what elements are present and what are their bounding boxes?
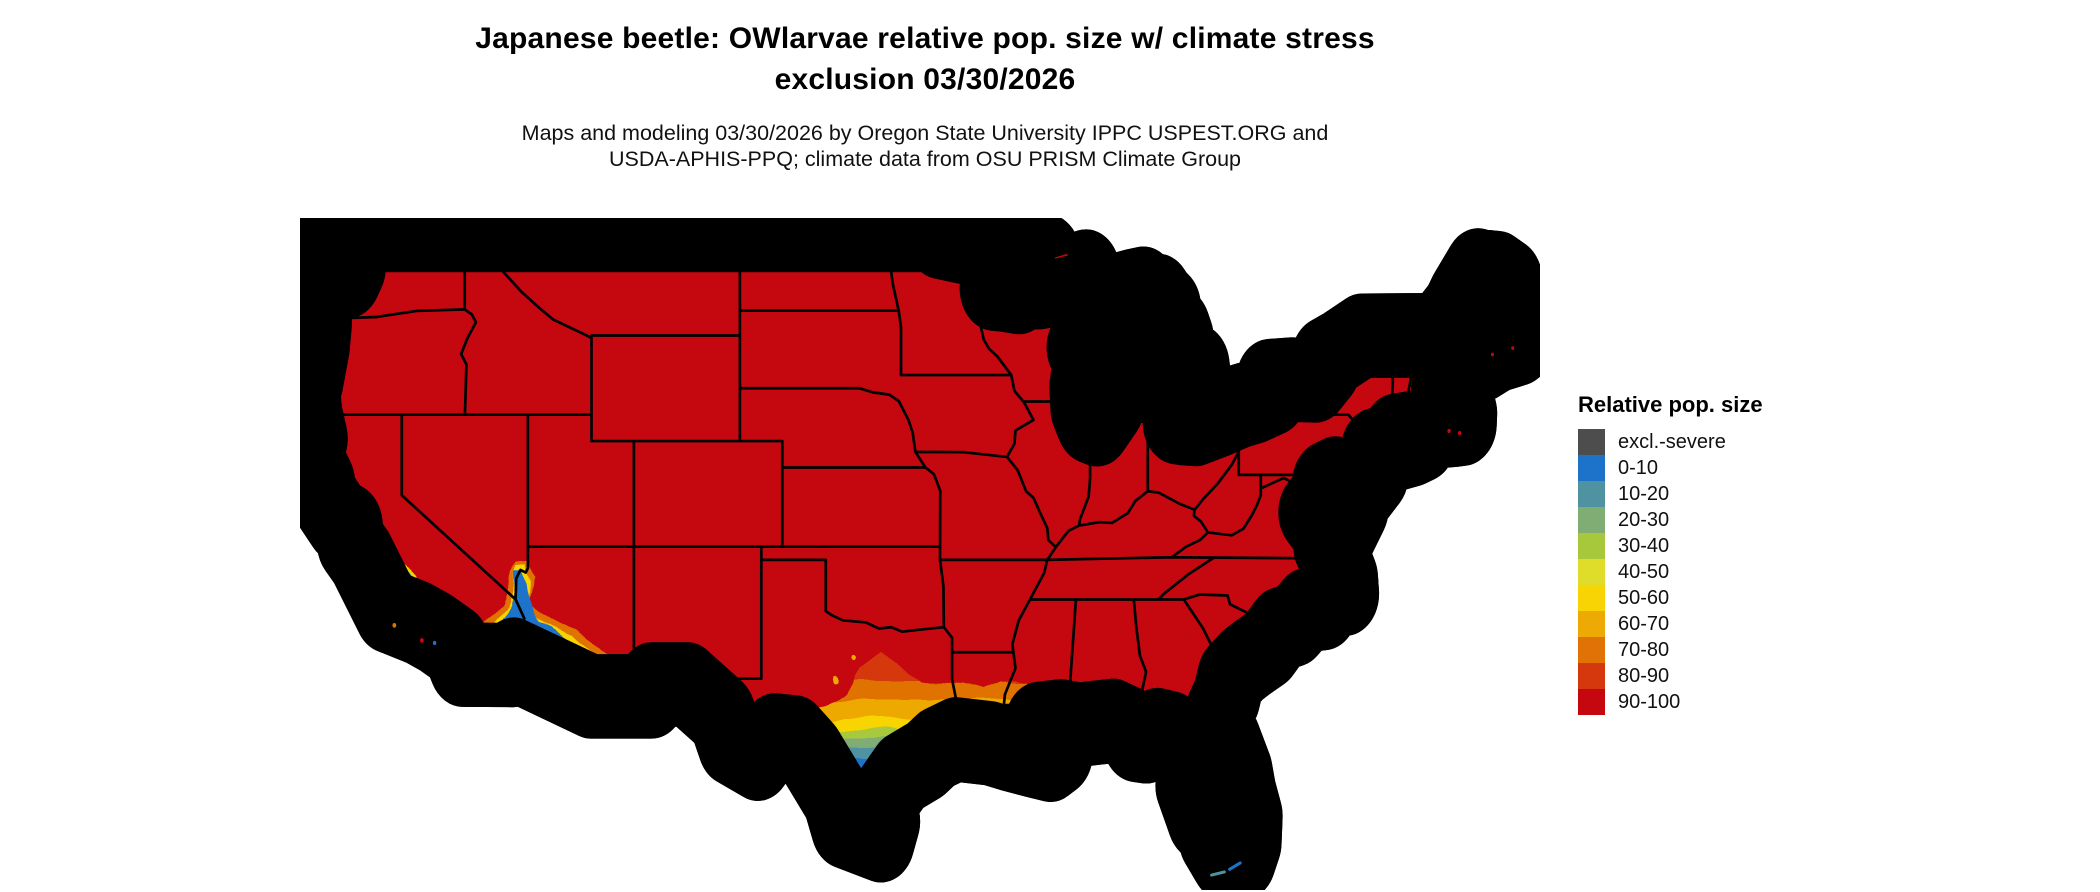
legend-swatch bbox=[1578, 559, 1605, 585]
legend-label: 70-80 bbox=[1618, 639, 1670, 661]
legend-row: 50-60 bbox=[1578, 585, 1818, 611]
legend-label: 20-30 bbox=[1618, 509, 1670, 531]
map-title-line2: exclusion 03/30/2026 bbox=[774, 63, 1076, 96]
legend-label: 90-100 bbox=[1618, 691, 1681, 713]
legend-swatch bbox=[1578, 429, 1605, 455]
isle-royale bbox=[1054, 253, 1070, 260]
legend-row: 80-90 bbox=[1578, 663, 1818, 689]
central-texas-speck bbox=[831, 674, 838, 683]
us-map bbox=[300, 218, 1540, 892]
central-texas-speck bbox=[852, 654, 858, 661]
legend-row: 70-80 bbox=[1578, 637, 1818, 663]
legend-items: excl.-severe 0-10 10-20 20-30 30-40 40-50 50-6… bbox=[1578, 429, 1818, 715]
map-title: Japanese beetle: OWlarvae relative pop. … bbox=[0, 18, 1850, 100]
marthas-vineyard-speck bbox=[1447, 428, 1451, 434]
legend-swatch bbox=[1578, 455, 1605, 481]
channel-island-speck bbox=[392, 622, 397, 628]
legend-label: 10-20 bbox=[1618, 483, 1670, 505]
legend-label: 80-90 bbox=[1618, 665, 1670, 687]
channel-island-speck bbox=[432, 640, 437, 646]
legend-row: 20-30 bbox=[1578, 507, 1818, 533]
map-title-line1: Japanese beetle: OWlarvae relative pop. … bbox=[475, 22, 1375, 55]
legend-row: 0-10 bbox=[1578, 455, 1818, 481]
islands bbox=[392, 253, 1515, 875]
legend-label: 40-50 bbox=[1618, 561, 1670, 583]
legend-label: 50-60 bbox=[1618, 587, 1670, 609]
florida-keys bbox=[1212, 872, 1225, 875]
legend-title: Relative pop. size bbox=[1578, 392, 1763, 417]
legend-row: 60-70 bbox=[1578, 611, 1818, 637]
legend-swatch bbox=[1578, 689, 1605, 715]
us-map-container bbox=[300, 218, 1540, 892]
legend-label: 0-10 bbox=[1618, 457, 1659, 479]
legend-swatch bbox=[1578, 663, 1605, 689]
map-subtitle-line2: USDA-APHIS-PPQ; climate data from OSU PR… bbox=[608, 147, 1242, 171]
legend-row: 90-100 bbox=[1578, 689, 1818, 715]
legend-row: 10-20 bbox=[1578, 481, 1818, 507]
legend-swatch bbox=[1578, 637, 1605, 663]
maine-island-speck bbox=[1511, 346, 1515, 350]
legend: Relative pop. size excl.-severe 0-10 10-20… bbox=[1578, 392, 1818, 715]
legend-label: 60-70 bbox=[1618, 613, 1670, 635]
maine-island-speck bbox=[1491, 352, 1494, 357]
legend-swatch bbox=[1578, 611, 1605, 637]
florida-keys bbox=[1230, 863, 1241, 869]
legend-swatch bbox=[1578, 533, 1605, 559]
legend-row: 40-50 bbox=[1578, 559, 1818, 585]
legend-label: excl.-severe bbox=[1618, 431, 1726, 453]
channel-island-speck bbox=[419, 638, 424, 643]
map-subtitle-line1: Maps and modeling 03/30/2026 by Oregon S… bbox=[521, 121, 1329, 145]
nantucket-speck bbox=[1457, 431, 1462, 436]
legend-label: 30-40 bbox=[1618, 535, 1670, 557]
legend-swatch bbox=[1578, 585, 1605, 611]
legend-row: excl.-severe bbox=[1578, 429, 1818, 455]
map-subtitle: Maps and modeling 03/30/2026 by Oregon S… bbox=[0, 120, 1850, 172]
legend-swatch bbox=[1578, 481, 1605, 507]
legend-swatch bbox=[1578, 507, 1605, 533]
legend-row: 30-40 bbox=[1578, 533, 1818, 559]
